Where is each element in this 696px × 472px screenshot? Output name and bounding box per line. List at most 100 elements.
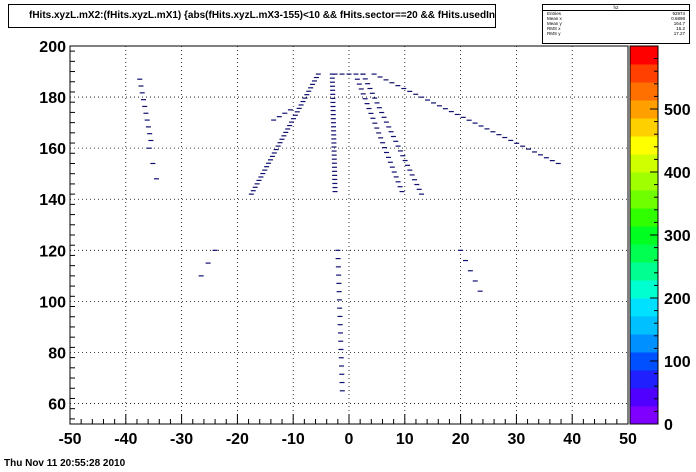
hit-mark bbox=[292, 114, 298, 116]
stats-label: Entries bbox=[547, 11, 562, 16]
hit-mark bbox=[275, 145, 281, 147]
palette-cell bbox=[630, 262, 658, 281]
hit-mark bbox=[267, 159, 273, 161]
hit-mark bbox=[379, 111, 385, 114]
hit-mark bbox=[332, 178, 338, 181]
hit-mark bbox=[283, 131, 289, 133]
hit-mark bbox=[360, 73, 366, 75]
hit-mark bbox=[354, 78, 360, 80]
hit-mark bbox=[262, 169, 268, 171]
hit-mark bbox=[336, 291, 342, 293]
palette-cell bbox=[630, 226, 658, 245]
hit-mark bbox=[296, 107, 302, 109]
hit-mark bbox=[198, 275, 204, 277]
hit-mark bbox=[329, 77, 335, 79]
hit-mark bbox=[337, 307, 343, 309]
hit-mark bbox=[555, 162, 561, 165]
z-tick-label: 300 bbox=[664, 228, 691, 245]
palette-cell bbox=[630, 280, 658, 299]
hit-mark bbox=[330, 89, 336, 91]
hit-mark bbox=[331, 142, 337, 144]
hit-mark bbox=[277, 142, 283, 144]
hit-mark bbox=[393, 140, 399, 142]
hit-mark bbox=[407, 169, 413, 171]
stats-row-mean-y: Mean y 164.7 bbox=[543, 21, 689, 26]
hit-mark bbox=[431, 102, 437, 104]
hit-mark bbox=[310, 83, 316, 85]
hit-mark bbox=[153, 178, 159, 180]
hit-mark bbox=[372, 122, 378, 124]
palette-cell bbox=[630, 370, 658, 389]
hit-mark bbox=[330, 93, 336, 95]
hit-mark bbox=[508, 139, 514, 142]
hit-mark bbox=[374, 102, 380, 104]
hit-mark bbox=[370, 117, 376, 119]
plot-area bbox=[70, 46, 628, 424]
palette-cell bbox=[630, 316, 658, 335]
hit-mark bbox=[339, 373, 345, 375]
hit-mark bbox=[372, 97, 378, 99]
hit-mark bbox=[150, 162, 156, 165]
palette-cell bbox=[630, 244, 658, 263]
palette-cell bbox=[630, 298, 658, 317]
hit-mark bbox=[395, 145, 401, 147]
hit-mark bbox=[338, 340, 344, 342]
hit-mark bbox=[332, 182, 338, 185]
hit-mark bbox=[387, 161, 393, 163]
stats-label: Mean y bbox=[547, 21, 562, 26]
hit-mark bbox=[462, 259, 468, 262]
hit-mark bbox=[138, 85, 144, 87]
hit-mark bbox=[332, 190, 338, 193]
hit-mark bbox=[399, 190, 405, 193]
stats-value: 0.6898 bbox=[671, 16, 685, 21]
hit-mark bbox=[362, 98, 368, 100]
hit-mark bbox=[205, 262, 211, 264]
hit-mark bbox=[335, 257, 341, 260]
hit-mark bbox=[282, 112, 288, 114]
hit-mark bbox=[287, 124, 293, 127]
hit-mark bbox=[137, 78, 143, 80]
hit-mark bbox=[140, 99, 146, 101]
palette-cell bbox=[630, 172, 658, 191]
hit-mark bbox=[393, 176, 399, 178]
hit-mark bbox=[407, 90, 413, 92]
hit-mark bbox=[362, 78, 368, 80]
hit-mark bbox=[366, 107, 372, 110]
hit-mark bbox=[313, 76, 319, 79]
hit-mark bbox=[329, 81, 335, 83]
stats-name: h2 bbox=[543, 5, 689, 11]
hit-mark bbox=[279, 138, 285, 140]
hit-mark bbox=[336, 274, 342, 276]
hit-mark bbox=[271, 119, 277, 121]
x-tick-label: 50 bbox=[619, 431, 637, 448]
stats-row-rms-x: RMS x 15.2 bbox=[543, 26, 689, 31]
hit-mark bbox=[472, 280, 478, 282]
hit-mark bbox=[484, 128, 490, 130]
stats-value: 17.27 bbox=[673, 31, 685, 36]
hit-mark bbox=[374, 127, 380, 129]
hit-mark bbox=[276, 116, 282, 118]
hit-mark bbox=[294, 111, 300, 113]
hit-mark bbox=[466, 119, 472, 121]
y-tick-label: 140 bbox=[39, 192, 66, 209]
hit-mark bbox=[139, 92, 145, 94]
hit-mark bbox=[331, 158, 337, 160]
hit-mark bbox=[336, 299, 342, 301]
hit-mark bbox=[148, 139, 154, 142]
hit-mark bbox=[383, 79, 389, 81]
hit-mark bbox=[146, 147, 152, 149]
hit-mark bbox=[330, 105, 336, 108]
hit-mark bbox=[416, 188, 422, 190]
palette-cell bbox=[630, 136, 658, 155]
hit-mark bbox=[337, 315, 343, 318]
hit-mark bbox=[454, 113, 460, 116]
hit-mark bbox=[385, 156, 391, 158]
hit-mark bbox=[285, 128, 291, 130]
hit-mark bbox=[256, 179, 262, 182]
hit-mark bbox=[388, 131, 394, 133]
x-tick-label: 10 bbox=[396, 431, 414, 448]
hit-mark bbox=[330, 109, 336, 112]
stats-label: RMS x bbox=[547, 26, 561, 31]
hit-mark bbox=[248, 193, 254, 195]
